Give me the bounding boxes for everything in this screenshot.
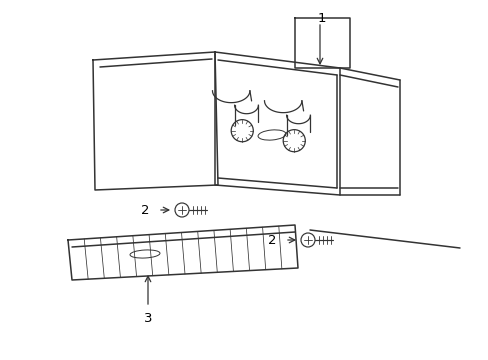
Text: 3: 3 [143,312,152,325]
Text: 1: 1 [317,12,325,25]
Text: 2: 2 [267,234,276,247]
Text: 2: 2 [141,203,149,216]
